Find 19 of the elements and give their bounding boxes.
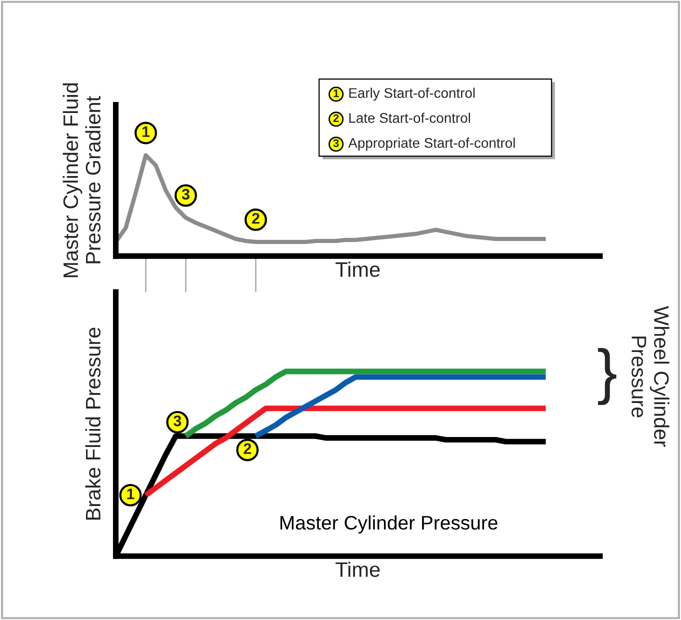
text: 1 [334,89,339,98]
text: 2 [333,114,339,122]
y-axis-title: Brake Fluid Pressure [85,328,101,520]
annotation: 3 [174,415,182,426]
y-axis-title: Master Cylinder Fluid Pressure Gradient [62,83,101,278]
text: Early Start-of-control [349,88,475,101]
x-axis-title: Time [336,262,380,277]
annotation: 2 [252,213,260,224]
annotation: 1 [127,488,134,500]
annotation: 3 [182,188,190,200]
annotation: 2 [244,443,252,454]
text: Late Start-of-control [349,112,470,123]
text: } [598,348,616,406]
text: Appropriate Start-of-control [348,138,515,151]
text: Master Cylinder Pressure [280,515,498,534]
x-axis-title: Time [336,562,380,577]
text: 3 [333,139,339,148]
y2-axis-title: Wheel Cylinder Pressure [632,306,670,447]
text: 1 [142,126,150,137]
